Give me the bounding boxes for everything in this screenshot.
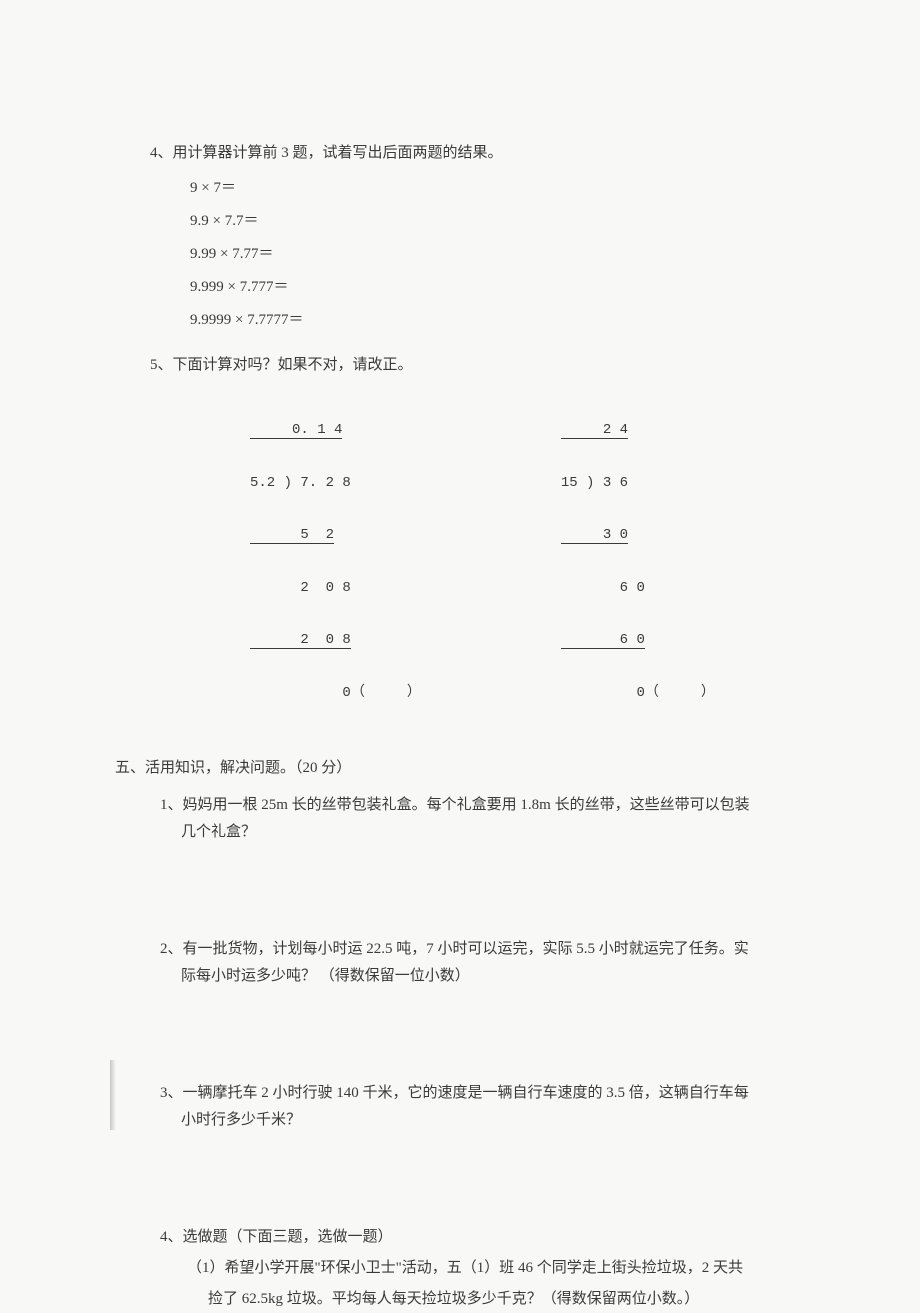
divisor-dividend-2: 15 ) 3 6: [561, 475, 715, 493]
section-5-title: 五、活用知识，解决问题。（20 分）: [115, 755, 820, 782]
paren-1: （ ）: [351, 685, 421, 701]
div1-row4: 0: [250, 685, 351, 701]
long-division-1: 0. 1 4 5.2 ) 7. 2 8 5 2 2 0 8 2 0 8 0（ ）: [250, 387, 421, 737]
q3-line1: 3、一辆摩托车 2 小时行驶 140 千米，它的速度是一辆自行车速度的 3.5 …: [160, 1080, 820, 1107]
question-4: 4、选做题（下面三题，选做一题） （1）希望小学开展"环保小卫士"活动，五（1）…: [150, 1224, 820, 1313]
long-division-2: 2 4 15 ) 3 6 3 0 6 0 6 0 0（ ）: [561, 387, 715, 737]
equation-item: 9 × 7＝: [190, 175, 820, 202]
equation-list: 9 × 7＝ 9.9 × 7.7＝ 9.99 × 7.77＝ 9.999 × 7…: [150, 175, 820, 334]
div2-row2: 6 0: [561, 580, 715, 598]
div1-row2: 2 0 8: [250, 580, 421, 598]
question-1: 1、妈妈用一根 25m 长的丝带包装礼盒。每个礼盒要用 1.8m 长的丝带，这些…: [150, 792, 820, 846]
q2-line1: 2、有一批货物，计划每小时运 22.5 吨，7 小时可以运完，实际 5.5 小时…: [160, 936, 820, 963]
long-division-row: 0. 1 4 5.2 ) 7. 2 8 5 2 2 0 8 2 0 8 0（ ）…: [150, 387, 820, 737]
problem-4-title: 4、用计算器计算前 3 题，试着写出后面两题的结果。: [150, 140, 820, 167]
quotient-2: 2 4: [561, 422, 628, 439]
q4-title: 4、选做题（下面三题，选做一题）: [160, 1224, 820, 1251]
problem-5-title: 5、下面计算对吗？如果不对，请改正。: [150, 352, 820, 379]
div1-row3: 2 0 8: [250, 632, 351, 649]
q2-line2: 际每小时运多少吨？ （得数保留一位小数）: [160, 963, 820, 990]
problem-4: 4、用计算器计算前 3 题，试着写出后面两题的结果。 9 × 7＝ 9.9 × …: [150, 140, 820, 334]
page-fold-shadow: [110, 1060, 116, 1130]
quotient-1: 0. 1 4: [250, 422, 342, 439]
question-2: 2、有一批货物，计划每小时运 22.5 吨，7 小时可以运完，实际 5.5 小时…: [150, 936, 820, 990]
div2-row1: 3 0: [561, 527, 628, 544]
q4-sub1-line2: 捡了 62.5kg 垃圾。平均每人每天捡垃圾多少千克？（得数保留两位小数。）: [160, 1286, 820, 1313]
question-3: 3、一辆摩托车 2 小时行驶 140 千米，它的速度是一辆自行车速度的 3.5 …: [150, 1080, 820, 1134]
divisor-dividend-1: 5.2 ) 7. 2 8: [250, 475, 421, 493]
equation-item: 9.99 × 7.77＝: [190, 241, 820, 268]
paren-2: （ ）: [645, 685, 715, 701]
q3-line2: 小时行多少千米？: [160, 1107, 820, 1134]
equation-item: 9.9999 × 7.7777＝: [190, 307, 820, 334]
div1-row1: 5 2: [250, 527, 334, 544]
equation-item: 9.9 × 7.7＝: [190, 208, 820, 235]
q1-line1: 1、妈妈用一根 25m 长的丝带包装礼盒。每个礼盒要用 1.8m 长的丝带，这些…: [160, 792, 820, 819]
div2-row4: 0: [561, 685, 645, 701]
q1-line2: 几个礼盒？: [160, 819, 820, 846]
problem-5: 5、下面计算对吗？如果不对，请改正。 0. 1 4 5.2 ) 7. 2 8 5…: [150, 352, 820, 737]
equation-item: 9.999 × 7.777＝: [190, 274, 820, 301]
q4-sub1-line1: （1）希望小学开展"环保小卫士"活动，五（1）班 46 个同学走上街头捡垃圾，2…: [198, 1255, 821, 1282]
div2-row3: 6 0: [561, 632, 645, 649]
